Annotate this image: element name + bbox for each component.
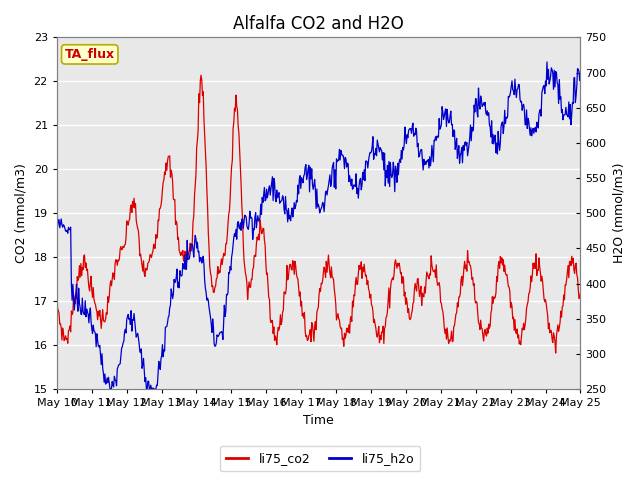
Y-axis label: H2O (mmol/m3): H2O (mmol/m3) <box>612 163 625 264</box>
Y-axis label: CO2 (mmol/m3): CO2 (mmol/m3) <box>15 163 28 263</box>
Legend: li75_co2, li75_h2o: li75_co2, li75_h2o <box>220 446 420 471</box>
Text: TA_flux: TA_flux <box>65 48 115 61</box>
X-axis label: Time: Time <box>303 414 334 427</box>
Title: Alfalfa CO2 and H2O: Alfalfa CO2 and H2O <box>233 15 404 33</box>
